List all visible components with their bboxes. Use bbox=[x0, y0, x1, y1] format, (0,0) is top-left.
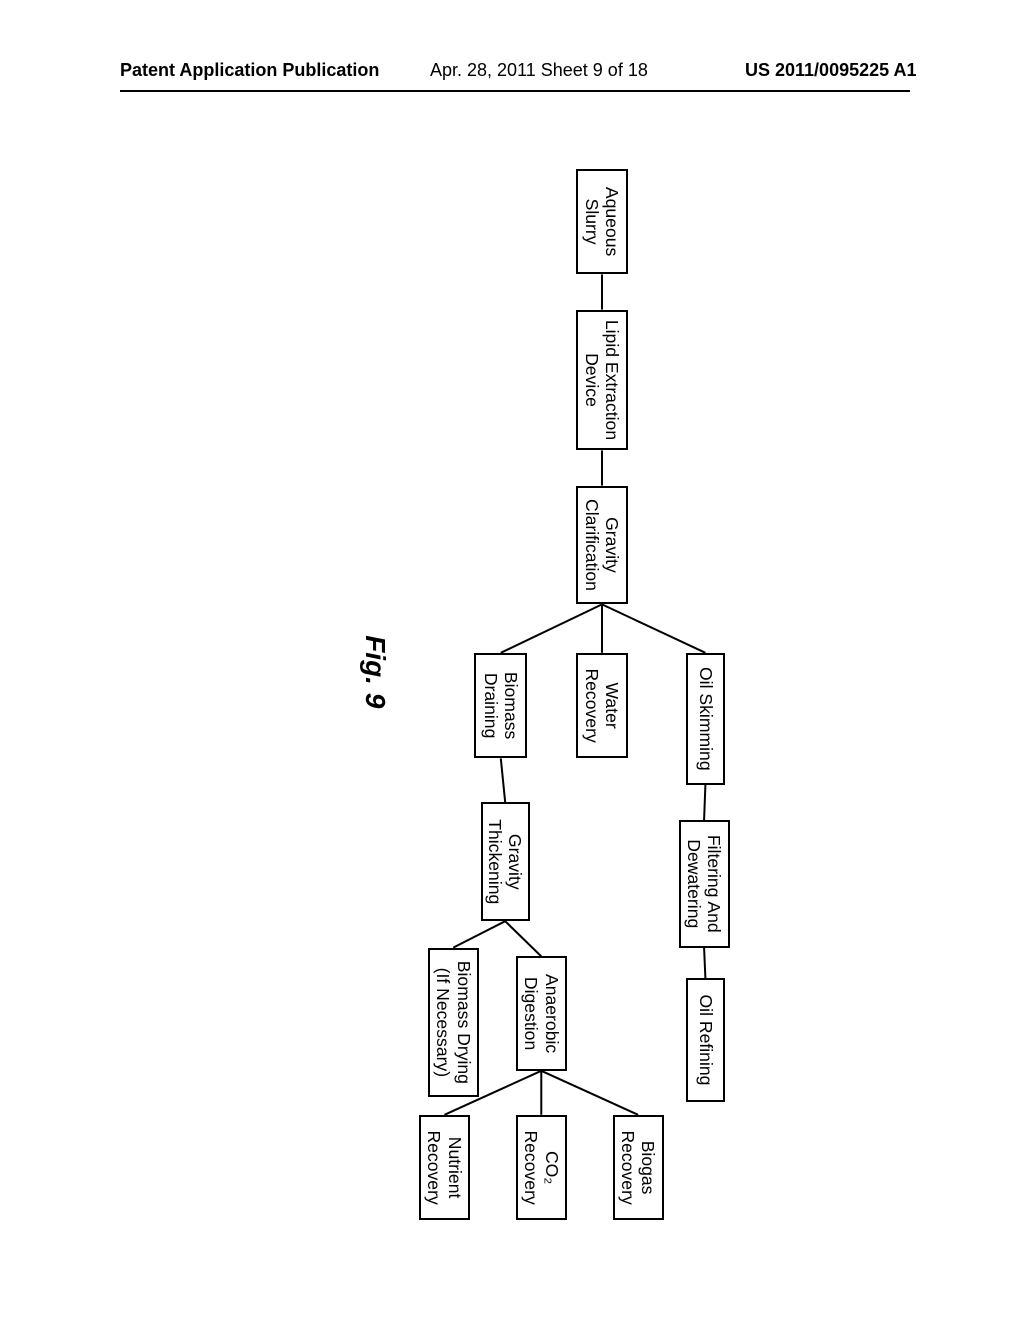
header-right: US 2011/0095225 A1 bbox=[745, 60, 916, 81]
node-biogas: BiogasRecovery bbox=[613, 1115, 664, 1221]
node-co2: CO₂Recovery bbox=[516, 1115, 567, 1221]
node-lipid: Lipid ExtractionDevice bbox=[576, 310, 629, 451]
node-biodrain: BiomassDraining bbox=[474, 653, 527, 759]
node-aqueous: AqueousSlurry bbox=[576, 169, 629, 275]
header-left: Patent Application Publication bbox=[120, 60, 379, 81]
node-gravthick: GravityThickening bbox=[481, 802, 530, 921]
node-filter: Filtering AndDewatering bbox=[679, 820, 730, 948]
node-gravclar: GravityClarification bbox=[576, 486, 629, 605]
node-nutrient: NutrientRecovery bbox=[419, 1115, 470, 1221]
node-oilskim: Oil Skimming bbox=[686, 653, 726, 785]
figure-canvas: Fig. 9 AqueousSlurry Lipid ExtractionDevi… bbox=[120, 160, 910, 1260]
node-anaerob: AnaerobicDigestion bbox=[516, 956, 567, 1070]
node-oilref: Oil Refining bbox=[686, 978, 726, 1101]
node-waterrec: WaterRecovery bbox=[576, 653, 629, 759]
header-mid: Apr. 28, 2011 Sheet 9 of 18 bbox=[430, 60, 648, 81]
figure-label: Fig. 9 bbox=[359, 635, 391, 708]
node-biodry: Biomass Drying(If Necessary) bbox=[428, 948, 479, 1098]
header-rule bbox=[120, 90, 910, 92]
